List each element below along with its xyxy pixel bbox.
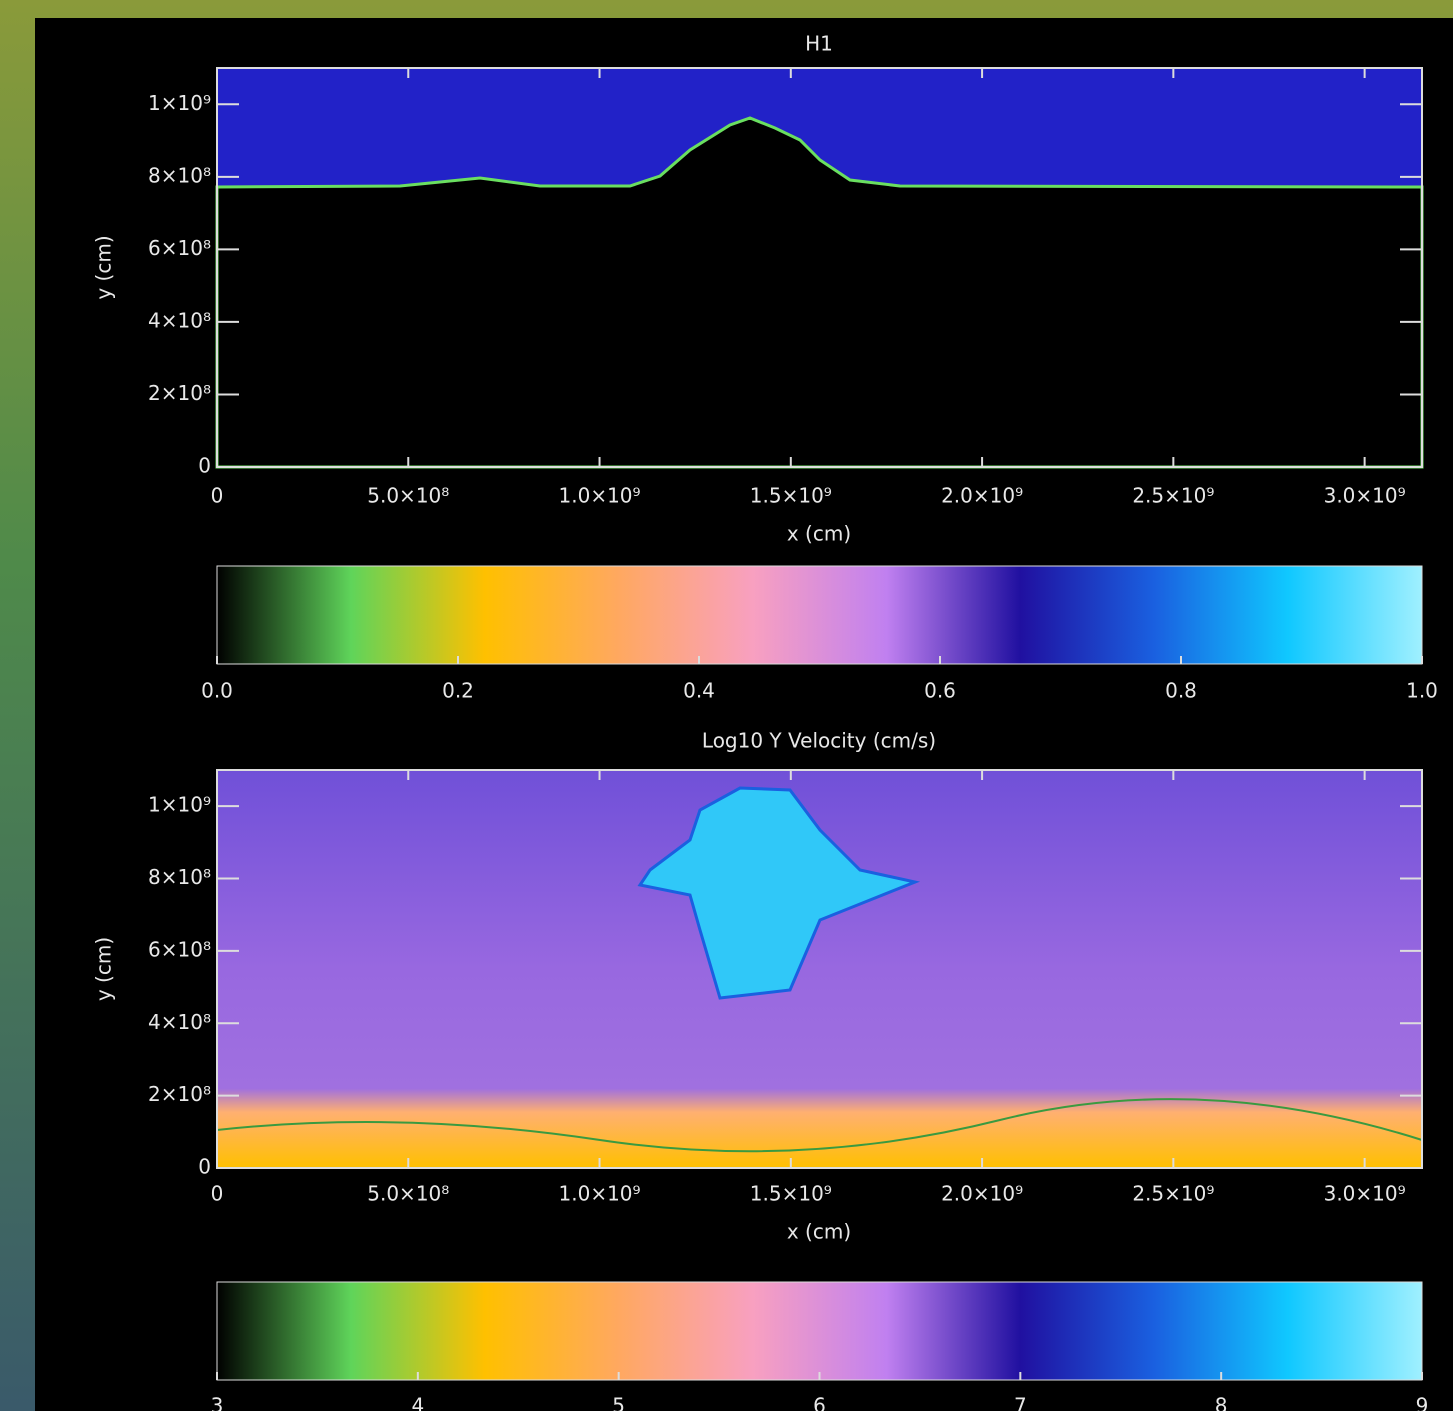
y-tick-label: 2×10⁸ xyxy=(148,381,211,405)
y-tick-label: 6×10⁸ xyxy=(148,937,211,961)
colorbar-tick-label: 3 xyxy=(211,1394,224,1411)
y-axis-label: y (cm) xyxy=(92,937,116,1001)
x-tick-label: 0 xyxy=(211,1182,224,1206)
x-tick-label: 2.0×10⁹ xyxy=(941,1182,1023,1206)
x-tick-label: 3.0×10⁹ xyxy=(1324,1182,1406,1206)
x-tick-label: 3.0×10⁹ xyxy=(1324,484,1406,508)
y-tick-label: 4×10⁸ xyxy=(148,1010,211,1034)
x-tick-label: 1.5×10⁹ xyxy=(750,1182,832,1206)
colorbar-tick-label: 0.6 xyxy=(924,679,956,703)
colorbar-tick-label: 0.0 xyxy=(201,679,233,703)
colorbar-tick-label: 0.8 xyxy=(1165,679,1197,703)
colorbar-tick-label: 1.0 xyxy=(1406,679,1438,703)
x-axis-label: x (cm) xyxy=(787,522,851,546)
colorbar xyxy=(217,566,1422,664)
y-tick-label: 1×10⁹ xyxy=(148,91,211,115)
y-tick-label: 0 xyxy=(198,1155,211,1179)
figure: H1 0 5.0×10⁸ 1.0×10⁹ 1.5×10⁹ 2.0×10⁹ 2.5×10⁹ 3.… xyxy=(0,0,1453,1411)
colorbar-tick-label: 0.2 xyxy=(442,679,474,703)
y-tick-label: 8×10⁸ xyxy=(148,163,211,187)
colorbar-tick-label: 4 xyxy=(411,1394,424,1411)
x-tick-label: 5.0×10⁸ xyxy=(367,484,449,508)
x-tick-label: 2.5×10⁹ xyxy=(1132,1182,1214,1206)
x-tick-label: 2.5×10⁹ xyxy=(1132,484,1214,508)
x-tick-label: 2.0×10⁹ xyxy=(941,484,1023,508)
colorbar-tick-label: 7 xyxy=(1014,1394,1027,1411)
field-1 xyxy=(217,68,1422,467)
x-axis-label: x (cm) xyxy=(787,1220,851,1244)
y-tick-label: 0 xyxy=(198,454,211,478)
chart-title: H1 xyxy=(805,32,833,56)
x-tick-label: 1.0×10⁹ xyxy=(559,484,641,508)
x-tick-label: 1.0×10⁹ xyxy=(559,1182,641,1206)
y-tick-label: 4×10⁸ xyxy=(148,308,211,332)
colorbar-tick-label: 8 xyxy=(1215,1394,1228,1411)
colorbar xyxy=(217,1282,1422,1380)
y-tick-label: 2×10⁸ xyxy=(148,1082,211,1106)
colorbar-tick-label: 5 xyxy=(612,1394,625,1411)
x-tick-label: 1.5×10⁹ xyxy=(750,484,832,508)
y-tick-label: 6×10⁸ xyxy=(148,236,211,260)
y-axis-label: y (cm) xyxy=(92,235,116,299)
y-tick-label: 1×10⁹ xyxy=(148,793,211,817)
chart-title: Log10 Y Velocity (cm/s) xyxy=(702,729,936,753)
colorbar-tick-label: 9 xyxy=(1416,1394,1429,1411)
field-2 xyxy=(217,770,1422,1168)
x-tick-label: 5.0×10⁸ xyxy=(367,1182,449,1206)
colorbar-tick-label: 6 xyxy=(813,1394,826,1411)
x-tick-label: 0 xyxy=(211,484,224,508)
y-tick-label: 8×10⁸ xyxy=(148,865,211,889)
colorbar-tick-label: 0.4 xyxy=(683,679,715,703)
